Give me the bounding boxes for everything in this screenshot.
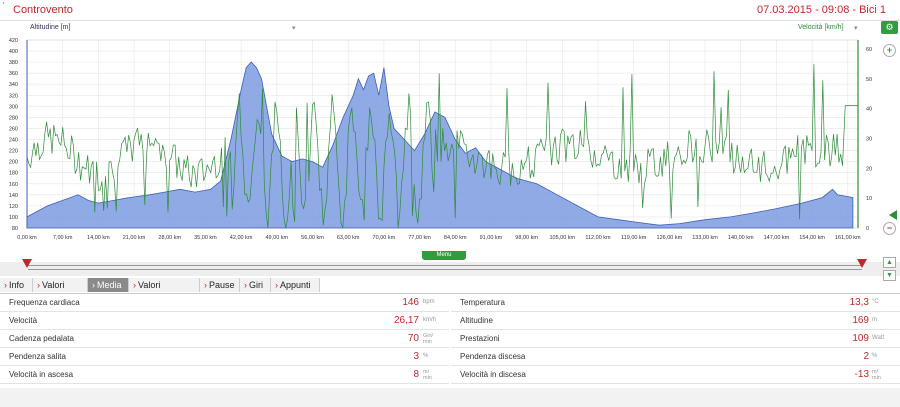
y-left-tick-label: 180 [9,171,18,177]
stat-row: Velocità in discesa -13 m/ min [451,366,900,384]
y-left-tick-label: 320 [9,93,18,99]
x-tick-label: 133,00 km [692,235,718,241]
x-tick-label: 49,00 km [265,235,288,241]
y-left-tick-label: 220 [9,149,18,155]
x-tick-label: 21,00 km [123,235,146,241]
session-info: 07.03.2015 - 09:08 - Bici 1 [756,4,886,16]
y-left-tick-label: 340 [9,82,18,88]
y-left-tick-label: 80 [12,226,18,232]
tab-giri[interactable]: › Giri [240,278,271,292]
stat-row: Pendenza salita 3% [0,348,449,366]
y-right-tick-label: 10 [866,196,872,202]
altitude-area [26,61,854,229]
y-left-tick-label: 380 [9,60,18,66]
x-tick-label: 91,00 km [480,235,503,241]
scroll-down-icon[interactable]: ▼ [883,270,896,281]
tab-arrow-icon: › [244,280,247,290]
x-tick-label: 63,00 km [337,235,360,241]
x-tick-label: 98,00 km [515,235,538,241]
stat-row: Prestazioni 109 Watt [451,330,900,348]
x-tick-label: 14,00 km [87,235,110,241]
scroll-up-icon[interactable]: ▲ [883,257,896,268]
tab-arrow-icon: › [275,280,278,290]
stat-row: Pendenza discesa 2% [451,348,900,366]
chart-nav: ▲ ▼ [883,257,896,283]
tab-arrow-icon: › [37,280,40,290]
menu-button[interactable]: Menu [422,251,466,260]
range-end-handle[interactable] [857,259,867,268]
left-axis-select[interactable]: Altitudine [m] [30,24,71,31]
y-left-tick-label: 200 [9,160,18,166]
tab-pause[interactable]: › Pause [200,278,240,292]
stat-row: Frequenza cardiaca 146 bpm [0,294,449,312]
y-right-tick-label: 0 [866,226,869,232]
y-left-tick-label: 160 [9,182,18,188]
y-right-tick-label: 60 [866,47,872,53]
x-tick-label: 42,00 km [230,235,253,241]
title-bar: ' Controvento 07.03.2015 - 09:08 - Bici … [0,0,900,21]
tab-bar: ›Info ›Valori totali ›Media ›Valori min/… [0,278,900,304]
range-start-handle[interactable] [22,259,32,268]
x-tick-label: 7,00 km [53,235,73,241]
zoom-out-icon[interactable]: − [883,222,896,235]
altitude-speed-chart[interactable]: 4204003803603403203002802602402202001801… [0,36,900,250]
y-left-tick-label: 260 [9,126,18,132]
stat-row: Altitudine 169 m [451,312,900,330]
y-right-tick-label: 50 [866,77,872,83]
x-tick-label: 140,00 km [728,235,754,241]
tab-arrow-icon: › [204,280,207,290]
stat-row: Cadenza pedalata 70 Giri/ min [0,330,449,348]
x-tick-label: 56,00 km [301,235,324,241]
y-left-tick-label: 120 [9,204,18,210]
y-right-tick-label: 20 [866,166,872,172]
y-left-tick-label: 420 [9,38,18,44]
speed-line [26,64,858,229]
y-left-tick-label: 360 [9,71,18,77]
app-title: Controvento [13,4,73,16]
y-left-tick-label: 280 [9,115,18,121]
y-left-tick-label: 140 [9,193,18,199]
x-tick-label: 119,00 km [621,235,647,241]
stat-row: Temperatura 13,3 °C [451,294,900,312]
right-axis-select[interactable]: Velocità [km/h] [798,24,844,31]
chart-toolbar: Altitudine [m] ▾ Velocità [km/h] ▾ [26,24,862,35]
x-tick-label: 28,00 km [158,235,181,241]
tab-arrow-icon: › [92,280,95,290]
y-right-tick-label: 40 [866,107,872,113]
speed-marker-icon [889,210,897,220]
y-left-tick-label: 100 [9,215,18,221]
settings-gear-icon[interactable]: ⚙ [881,21,898,34]
range-slider-track[interactable] [28,265,862,270]
y-left-tick-label: 240 [9,138,18,144]
x-tick-label: 154,00 km [799,235,825,241]
zoom-in-icon[interactable]: + [883,44,896,57]
y-left-tick-label: 300 [9,104,18,110]
stat-row: Velocità in ascesa 8 m/ min [0,366,449,384]
x-tick-label: 147,00 km [764,235,790,241]
x-tick-label: 35,00 km [194,235,217,241]
y-right-tick-label: 30 [866,136,872,142]
right-axis-dropdown-icon[interactable]: ▾ [854,25,858,32]
tab-arrow-icon: › [133,280,136,290]
tab-appunti[interactable]: › Appunti [271,278,320,292]
tab-arrow-icon: › [4,280,7,290]
x-tick-label: 0,00 km [17,235,37,241]
x-tick-label: 70,00 km [373,235,396,241]
x-tick-label: 105,00 km [549,235,575,241]
tab-info[interactable]: › Info [0,278,33,292]
x-tick-label: 84,00 km [444,235,467,241]
left-axis-dropdown-icon[interactable]: ▾ [292,25,296,32]
y-left-tick-label: 400 [9,49,18,55]
panel-footer [0,388,900,407]
x-tick-label: 126,00 km [657,235,683,241]
x-tick-label: 161,00 km [835,235,861,241]
tab-valori-totali[interactable]: ›Valori totali [33,278,88,304]
x-tick-label: 112,00 km [585,235,611,241]
tab-media[interactable]: › Media [88,278,129,292]
x-tick-label: 77,00 km [408,235,431,241]
corner-mark: ' [3,1,5,10]
tab-valori-min-max[interactable]: ›Valori min/max [129,278,200,304]
stat-row: Velocità 26,17 km/h [0,312,449,330]
